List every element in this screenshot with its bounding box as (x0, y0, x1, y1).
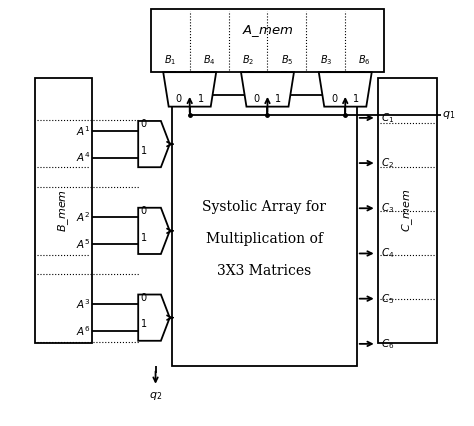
Text: $B_1$: $B_1$ (164, 53, 176, 67)
Text: $B_5$: $B_5$ (281, 53, 293, 67)
Polygon shape (241, 72, 294, 106)
Text: $C_6$: $C_6$ (381, 337, 394, 351)
Text: $A^5$: $A^5$ (76, 237, 90, 251)
Text: $q_1$: $q_1$ (442, 109, 456, 121)
Text: 1: 1 (275, 94, 282, 104)
Text: 3X3 Matrices: 3X3 Matrices (217, 264, 311, 277)
Text: 0: 0 (176, 94, 182, 104)
Text: $C\_mem$: $C\_mem$ (400, 189, 415, 233)
Text: Systolic Array for: Systolic Array for (202, 201, 326, 214)
Text: $B_3$: $B_3$ (319, 53, 332, 67)
Text: 0: 0 (141, 119, 147, 129)
Text: $A\_mem$: $A\_mem$ (242, 23, 293, 39)
Polygon shape (138, 294, 170, 341)
Text: $q_2$: $q_2$ (149, 390, 162, 402)
Text: $B_6$: $B_6$ (358, 53, 371, 67)
Text: 1: 1 (198, 94, 204, 104)
Bar (35, 78, 92, 343)
Text: $C_4$: $C_4$ (381, 247, 394, 260)
Text: $B\_mem$: $B\_mem$ (56, 190, 71, 232)
Text: 0: 0 (141, 206, 147, 216)
Polygon shape (319, 72, 372, 106)
Text: 0: 0 (141, 293, 147, 302)
Text: Multiplication of: Multiplication of (206, 232, 323, 246)
Text: $A^1$: $A^1$ (76, 124, 90, 138)
Text: $A^6$: $A^6$ (76, 324, 90, 338)
Text: $B_4$: $B_4$ (203, 53, 216, 67)
Text: 1: 1 (141, 233, 147, 242)
Text: 1: 1 (141, 146, 147, 156)
Polygon shape (138, 121, 170, 167)
Text: $C_3$: $C_3$ (381, 201, 394, 215)
Text: $A^2$: $A^2$ (76, 210, 90, 225)
Text: $A^4$: $A^4$ (76, 151, 90, 164)
Polygon shape (163, 72, 216, 106)
Bar (172, 95, 357, 366)
Text: 0: 0 (254, 94, 260, 104)
Bar (378, 78, 437, 343)
Text: 0: 0 (331, 94, 337, 104)
Text: $A^3$: $A^3$ (76, 297, 90, 311)
Bar (151, 9, 384, 72)
Text: 1: 1 (353, 94, 359, 104)
Text: $C_2$: $C_2$ (381, 156, 394, 170)
Text: $C_1$: $C_1$ (381, 111, 394, 125)
Text: $B_2$: $B_2$ (242, 53, 254, 67)
Polygon shape (138, 208, 170, 254)
Text: $C_5$: $C_5$ (381, 292, 394, 305)
Text: 1: 1 (141, 320, 147, 329)
